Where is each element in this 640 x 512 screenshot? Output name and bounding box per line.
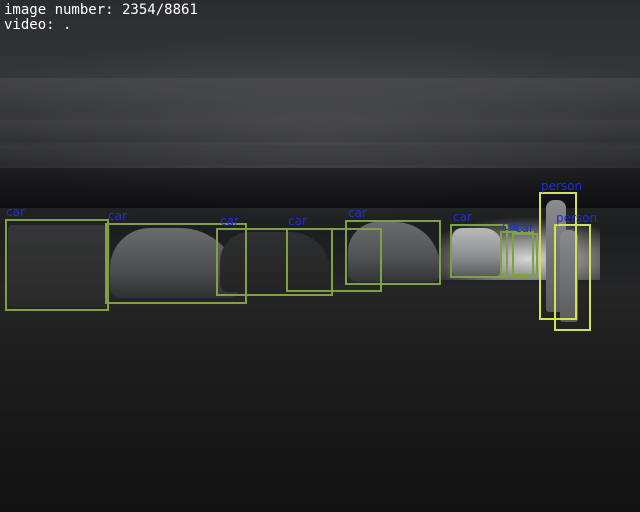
video-readout: video: .: [4, 17, 72, 33]
detection-label: person: [556, 211, 598, 225]
ceiling-shadow: [0, 168, 640, 208]
detection-label: car: [288, 214, 307, 228]
ceiling-beam: [0, 120, 640, 142]
detection-label: person: [541, 179, 583, 193]
detection-box-car: [512, 233, 538, 276]
parked-car-silhouette: [8, 225, 110, 307]
detection-box-car: [450, 224, 508, 278]
image-number-readout: image number: 2354/8861: [4, 2, 198, 18]
ceiling-beam: [0, 78, 640, 108]
garage-floor: [0, 285, 640, 512]
detection-box-car: [500, 231, 534, 277]
detection-box-car: [345, 220, 441, 285]
detection-label: car: [348, 206, 367, 220]
detection-box-car: [5, 219, 109, 311]
parked-car-silhouette: [220, 232, 330, 292]
detection-box-car: [105, 223, 247, 304]
detection-box-car: [286, 228, 382, 292]
detection-label: car: [502, 219, 521, 233]
detection-box-person: [554, 224, 591, 331]
detection-label: car: [515, 221, 534, 235]
parked-car-silhouette: [452, 228, 502, 276]
detection-label: car: [6, 205, 25, 219]
detection-box-car: [216, 228, 333, 296]
detection-label: car: [453, 210, 472, 224]
detection-label: car: [220, 214, 239, 228]
pedestrian-silhouette: [560, 230, 578, 322]
detection-box-person: [539, 192, 577, 320]
ceiling-beam: [0, 145, 640, 165]
detection-label: car: [108, 209, 127, 223]
